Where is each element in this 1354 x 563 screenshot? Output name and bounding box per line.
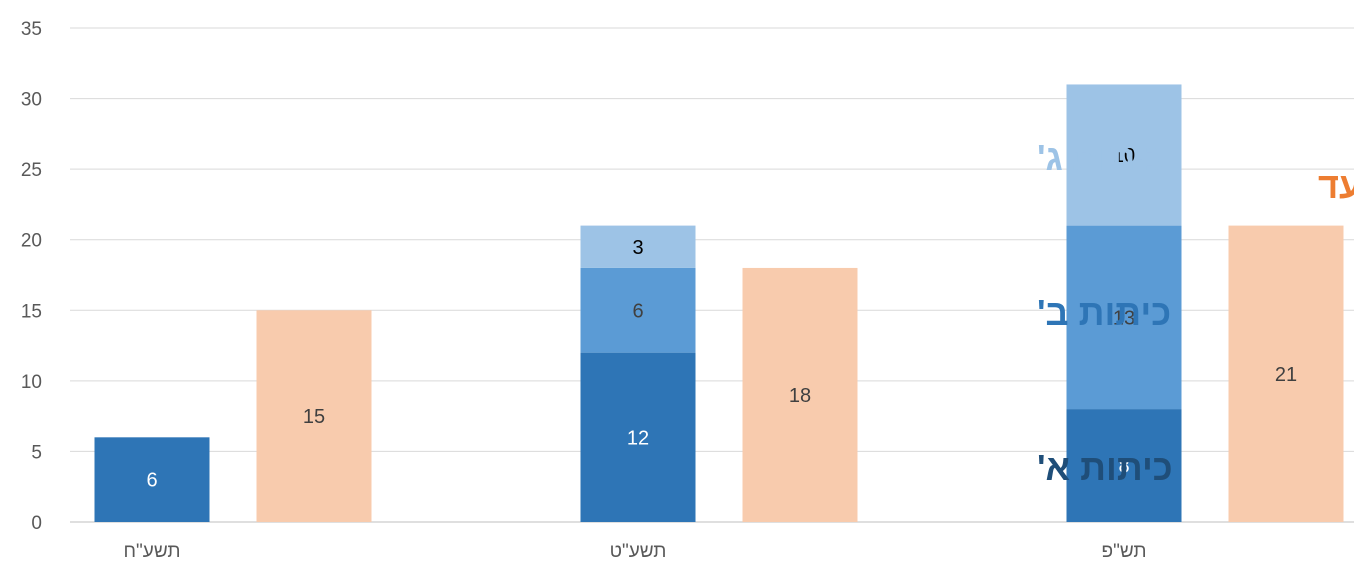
y-tick-label: 5 xyxy=(31,442,42,463)
bars xyxy=(94,84,1344,522)
x-axis-category-labels: תשע"ח תשע"ט תש"פ xyxy=(124,541,1147,562)
bar-grade1 xyxy=(580,352,696,522)
y-tick-label: 35 xyxy=(21,19,42,40)
value-label-grade2: 13 xyxy=(1113,307,1135,329)
value-label-grade1: 8 xyxy=(1118,456,1129,478)
bar-grade3 xyxy=(580,225,696,268)
annotation-grade3: כיתות ג' xyxy=(1037,137,1165,178)
bar-target xyxy=(742,267,858,522)
y-tick-label: 25 xyxy=(21,160,42,181)
y-tick-label: 15 xyxy=(21,301,42,322)
bar-value-labels: 6 15 12 6 3 18 8 13 10 21 xyxy=(146,145,1297,492)
category-label: תשע"ח xyxy=(124,541,181,562)
value-label-grade1: 12 xyxy=(627,427,649,449)
value-label-grade1: 6 xyxy=(146,470,157,492)
value-label-grade3: 10 xyxy=(1113,145,1135,167)
value-label-grade2: 6 xyxy=(632,300,643,322)
annotation-grade2: כיתות ב' xyxy=(1037,292,1171,333)
category-label: תש"פ xyxy=(1102,541,1147,562)
bar-grade3 xyxy=(1066,84,1182,226)
annotation-target: יעד xyxy=(1318,165,1354,206)
bar-grade2 xyxy=(580,267,696,353)
y-tick-label: 30 xyxy=(21,90,42,111)
annotation-grade1: כיתות א' xyxy=(1037,447,1173,488)
category-label: תשע"ט xyxy=(610,541,667,562)
bar-target xyxy=(256,310,372,522)
bar-grade2 xyxy=(1066,225,1182,410)
y-axis-tick-labels: 0 5 10 15 20 25 30 35 xyxy=(21,19,42,534)
bar-grade1 xyxy=(1066,409,1182,522)
value-label-grade3: 3 xyxy=(632,237,643,259)
value-label-target: 18 xyxy=(789,385,811,407)
value-label-target: 21 xyxy=(1275,364,1297,386)
y-tick-label: 0 xyxy=(31,513,42,534)
bar-target xyxy=(1228,225,1344,522)
value-label-target: 15 xyxy=(303,406,325,428)
y-tick-label: 10 xyxy=(21,372,42,393)
bar-grade1 xyxy=(94,437,210,522)
y-tick-label: 20 xyxy=(21,231,42,252)
